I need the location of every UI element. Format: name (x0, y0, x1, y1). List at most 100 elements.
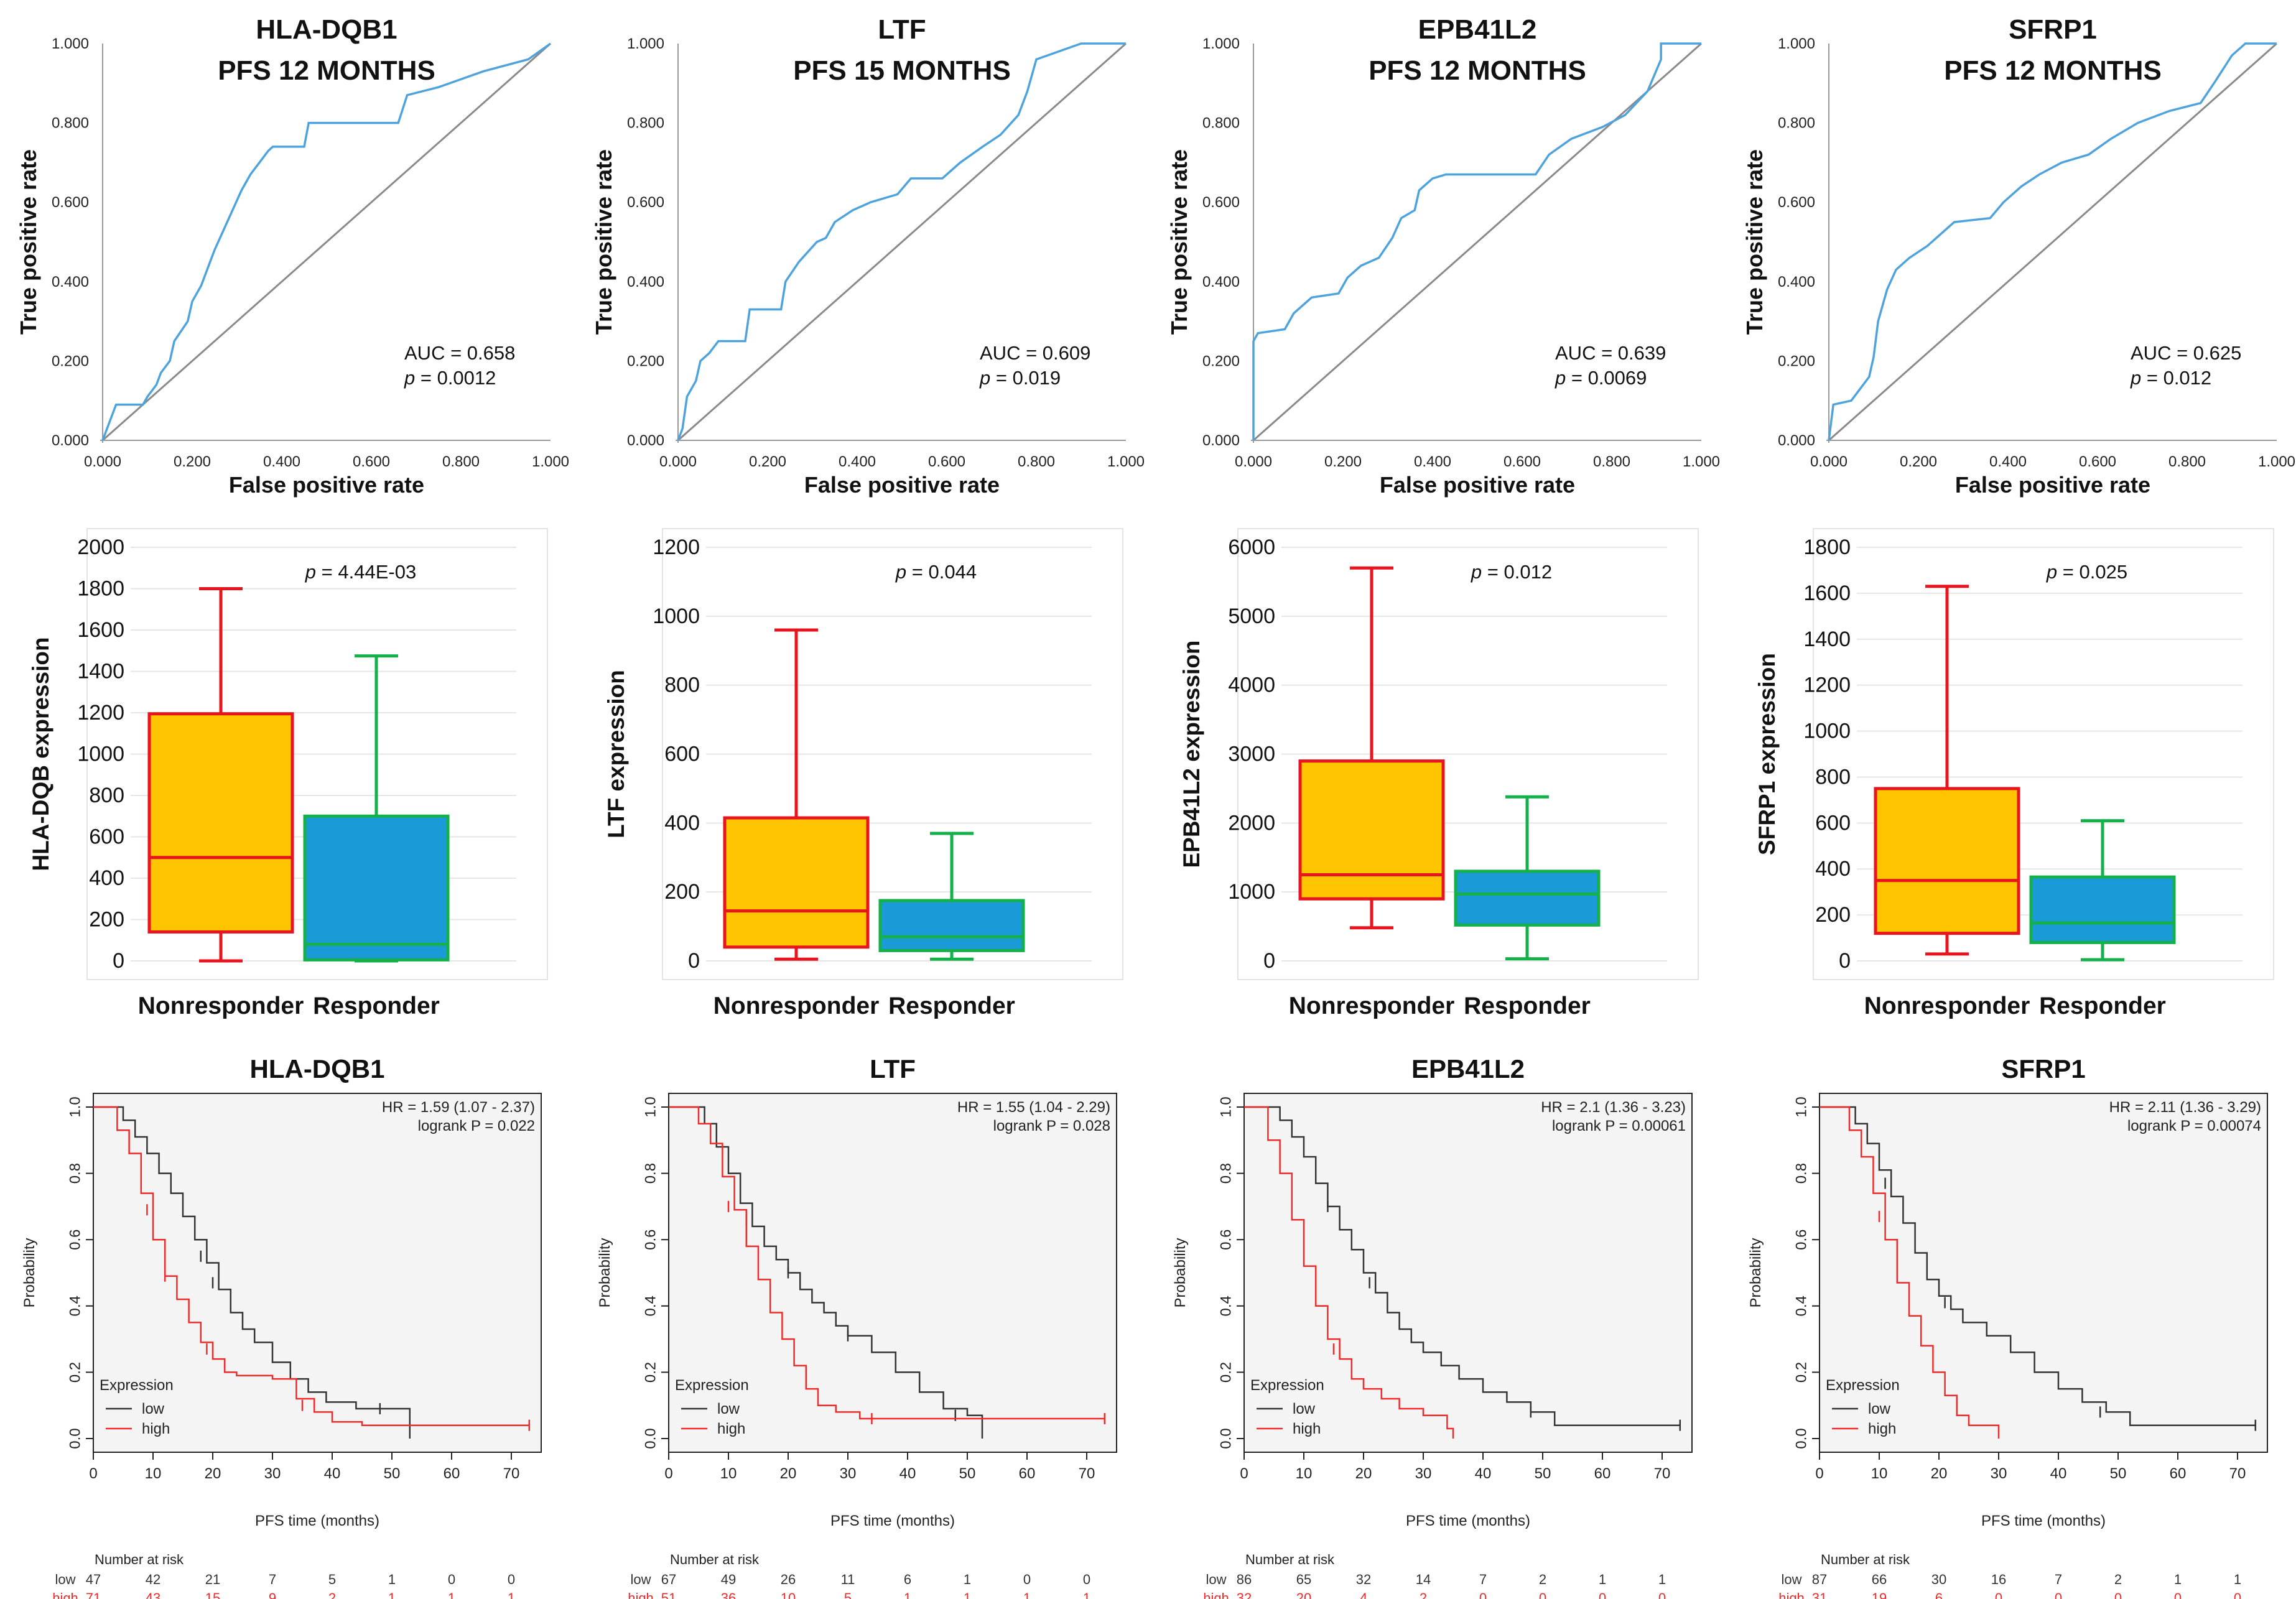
km-risk-count-low: 1 (2174, 1572, 2182, 1587)
box-y-tick-label: 1200 (77, 701, 124, 725)
km-y-tick-label: 0.2 (642, 1362, 659, 1383)
km-x-tick-label: 20 (1931, 1465, 1948, 1482)
km-risk-count-low: 26 (781, 1572, 796, 1587)
box-p-label: p = 4.44E-03 (305, 561, 416, 583)
box-y-tick-label: 5000 (1228, 605, 1275, 628)
km-risk-count-high: 43 (146, 1590, 160, 1599)
roc-x-tick-label: 0.400 (1989, 453, 2027, 470)
km-legend-label-high: high (142, 1421, 170, 1437)
km-y-tick-label: 0.4 (642, 1295, 659, 1316)
km-risk-count-low: 1 (2234, 1572, 2241, 1587)
km-x-tick-label: 40 (899, 1465, 916, 1482)
roc-x-tick-label: 0.600 (1504, 453, 1541, 470)
box-y-tick-label: 1200 (1803, 674, 1851, 697)
km-risk-count-low: 1 (388, 1572, 396, 1587)
roc-title-pfs: PFS 12 MONTHS (1369, 55, 1586, 86)
km-risk-count-low: 87 (1812, 1572, 1827, 1587)
km-risk-count-low: 1 (1658, 1572, 1666, 1587)
km-risk-count-low: 1 (964, 1572, 971, 1587)
km-logrank-label: logrank P = 0.028 (993, 1118, 1110, 1134)
p-value: = 0.012 (1482, 561, 1552, 583)
km-curve-low (1820, 1106, 2256, 1426)
box-y-tick-label: 1000 (77, 743, 124, 766)
km-x-tick-label: 0 (1240, 1465, 1248, 1482)
km-risk-count-low: 66 (1872, 1572, 1887, 1587)
km-risk-count-low: 0 (1083, 1572, 1090, 1587)
roc-x-tick-label: 1.000 (1683, 453, 1720, 470)
roc-y-tick-label: 0.200 (52, 353, 89, 369)
km-risk-count-high: 0 (2234, 1590, 2241, 1599)
km-curve-high (669, 1106, 1105, 1420)
roc-y-tick-label: 0.400 (627, 274, 664, 290)
roc-y-axis-title: True positive rate (16, 149, 41, 335)
roc-curve (677, 42, 1126, 441)
box-iqr-nonresponder (723, 816, 870, 949)
box-category-label: Nonresponder (1864, 993, 2030, 1019)
km-risk-count-high: 1 (1083, 1590, 1090, 1599)
box-category-label: Nonresponder (1289, 993, 1455, 1019)
km-y-tick-label: 0.6 (642, 1230, 659, 1250)
km-x-tick-label: 30 (1415, 1465, 1432, 1482)
box-iqr-responder (2029, 875, 2176, 944)
roc-x-tick-label: 0.200 (174, 453, 211, 470)
km-y-axis-title: Probability (1172, 1238, 1189, 1307)
roc-x-tick-label: 0.000 (1235, 453, 1272, 470)
roc-x-tick-label: 0.600 (2079, 453, 2116, 470)
roc-auc-label: AUC = 0.658 (404, 342, 515, 364)
box-y-tick-label: 800 (664, 674, 700, 697)
box-y-tick-label: 400 (1815, 857, 1851, 881)
box-y-tick-label: 1600 (77, 618, 124, 642)
roc-title-gene: SFRP1 (2009, 14, 2097, 45)
p-symbol: p (1471, 561, 1482, 583)
roc-x-tick-label: 0.200 (1900, 453, 1937, 470)
roc-x-axis-title: False positive rate (1380, 472, 1575, 498)
roc-y-tick-label: 0.800 (52, 115, 89, 132)
box-y-tick-label: 600 (89, 825, 124, 849)
roc-x-tick-label: 0.000 (1810, 453, 1847, 470)
km-risk-row-label-low: low (1206, 1572, 1226, 1587)
km-risk-count-high: 2 (328, 1590, 336, 1599)
km-risk-count-low: 1 (1599, 1572, 1606, 1587)
box-p-label: p = 0.025 (2046, 561, 2127, 583)
box-y-tick-label: 400 (89, 866, 124, 890)
km-y-tick-label: 0.8 (67, 1163, 83, 1184)
box-y-tick-label: 6000 (1228, 535, 1275, 559)
roc-x-tick-label: 0.600 (353, 453, 390, 470)
box-y-tick-label: 3000 (1228, 743, 1275, 766)
km-logrank-label: logrank P = 0.022 (418, 1118, 535, 1134)
box-y-tick-label: 2000 (1228, 811, 1275, 835)
box-y-tick-label: 1000 (653, 605, 700, 628)
km-risk-count-high: 10 (781, 1590, 796, 1599)
roc-y-tick-label: 0.600 (1778, 194, 1815, 211)
box-y-tick-label: 200 (664, 880, 700, 904)
box-y-tick-label: 800 (89, 784, 124, 807)
km-x-tick-label: 60 (444, 1465, 460, 1482)
km-y-tick-label: 1.0 (1793, 1096, 1810, 1117)
roc-y-tick-label: 0.200 (627, 353, 664, 369)
km-x-tick-label: 30 (264, 1465, 281, 1482)
km-risk-title: Number at risk (1245, 1552, 1335, 1567)
roc-chart-sfrp1: 0.000 0.000 0.200 0.200 0.400 0.400 0.600 0.600… (1742, 14, 2295, 498)
roc-curve (1828, 42, 2277, 441)
km-y-tick-label: 0.8 (642, 1163, 659, 1184)
km-risk-count-low: 0 (448, 1572, 455, 1587)
p-value: = 0.0012 (415, 367, 496, 389)
km-risk-count-high: 1 (448, 1590, 455, 1599)
km-x-tick-label: 70 (1079, 1465, 1095, 1482)
box-plot-sfrp1: 0 200 400 600 800 1000 1200 1400 1600 1800 Nonresp… (1754, 528, 2274, 1019)
km-curve-low (93, 1106, 411, 1439)
roc-title-pfs: PFS 15 MONTHS (793, 55, 1011, 86)
roc-x-axis-title: False positive rate (229, 472, 424, 498)
roc-p-label: p = 0.019 (979, 367, 1061, 389)
roc-p-label: p = 0.0012 (404, 367, 496, 389)
km-risk-count-low: 47 (86, 1572, 101, 1587)
box-category-label: Nonresponder (713, 993, 880, 1019)
km-risk-count-low: 49 (721, 1572, 736, 1587)
km-risk-count-high: 19 (1872, 1590, 1887, 1599)
km-y-tick-label: 0.0 (1217, 1428, 1234, 1448)
p-value: = 0.012 (2141, 367, 2211, 389)
box-plot-epb41l2: 0 1000 2000 3000 4000 5000 6000 Nonresponder Res… (1179, 528, 1699, 1019)
km-legend-label-high: high (1868, 1421, 1896, 1437)
box-p-label: p = 0.044 (895, 561, 977, 583)
box-y-tick-label: 4000 (1228, 674, 1275, 697)
